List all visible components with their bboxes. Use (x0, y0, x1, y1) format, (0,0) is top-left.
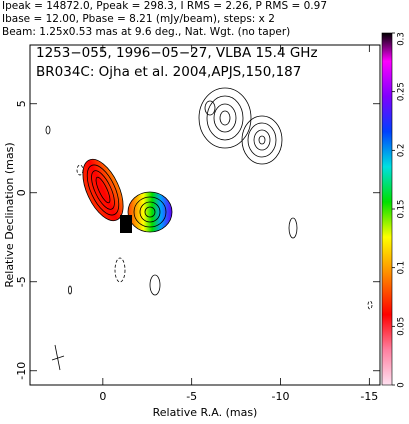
colorbar-tick-label: 0.1 (397, 261, 407, 275)
colorbar-tick-label: 0.3 (397, 32, 407, 46)
header-line: Ipeak = 14872.0, Ppeak = 298.3, I RMS = … (2, 0, 327, 12)
x-axis-label: Relative R.A. (mas) (153, 406, 258, 419)
annotation: BR034C: Ojha et al. 2004,APJS,150,187 (36, 64, 301, 80)
contours (45, 87, 373, 371)
annotation: 1253−055, 1996−05−27, VLBA 15.4 GHz (36, 45, 318, 61)
y-tick-label: 0 (15, 189, 28, 196)
y-axis-label: Relative Declination (mas) (3, 142, 16, 287)
colorbar-tick-label: 0.2 (397, 144, 407, 158)
colorbar-tick-label: 0.25 (397, 82, 407, 101)
colorbar-tick-label: 0 (397, 382, 407, 387)
x-tick-label: -5 (186, 390, 197, 403)
plot-frame (29, 44, 381, 386)
x-tick-label: 0 (99, 390, 106, 403)
y-tick-label: -5 (15, 276, 28, 287)
colorbar-tick-label: 0.15 (397, 200, 407, 219)
header-line: Ibase = 12.00, Pbase = 8.21 (mJy/beam), … (2, 13, 275, 25)
colorbar (381, 32, 393, 386)
x-tick-label: -10 (272, 390, 290, 403)
x-tick-label: -15 (360, 390, 378, 403)
colorbar-tick-label: 0.05 (397, 317, 407, 336)
y-tick-label: 5 (15, 100, 28, 107)
header-line: Beam: 1.25x0.53 mas at 9.6 deg., Nat. Wg… (2, 26, 290, 38)
y-tick-label: -10 (15, 362, 28, 380)
